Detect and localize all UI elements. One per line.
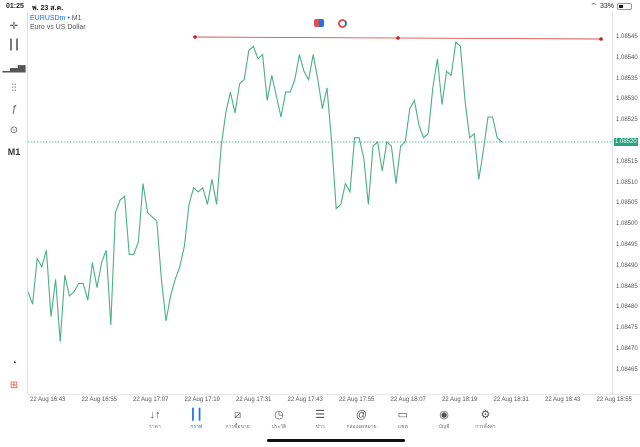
symbol-description: Euro vs US Dollar (30, 24, 86, 31)
price-tick: 1.08475 (616, 325, 638, 332)
status-right: ⌔ 33% (590, 2, 632, 11)
crosshair-icon[interactable]: ✛ (9, 20, 19, 32)
news-icon: ☰ (315, 409, 326, 421)
time-tick: 22 Aug 16:43 (30, 397, 66, 403)
line-anchor-middle[interactable] (396, 36, 400, 40)
price-tick: 1.08545 (616, 34, 638, 40)
time-tick: 22 Aug 17:19 (184, 397, 220, 403)
trade-chat-icon[interactable]: ◔ (10, 357, 18, 369)
home-indicator[interactable] (267, 439, 405, 442)
price-axis[interactable]: 1.08545 1.08540 1.08535 1.08530 1.08525 1.085… (612, 12, 640, 394)
status-date: พ. 23 ส.ค. (32, 5, 64, 12)
one-click-trading-icon[interactable]: ⊞ (9, 379, 19, 391)
price-tick: 1.08490 (616, 262, 638, 269)
nav-label: บัญชี (438, 424, 450, 430)
settings-sliders-icon[interactable]: ⫶⫶ (11, 82, 17, 94)
trade-icon: ⧄ (234, 409, 242, 421)
one-click-panel-icon[interactable] (314, 19, 324, 27)
battery-percent: 33% (599, 3, 614, 10)
left-toolbar: ✛ ┃┃ ▁▃▅ ⫶⫶ ƒ ⊙ M1 ◔ ⊞ (0, 12, 28, 394)
price-line (28, 41, 503, 342)
price-tick: 1.08510 (616, 179, 638, 186)
nav-tab-chat[interactable]: ▭ แชท (381, 408, 425, 431)
nav-tab-chart[interactable]: ┃┃ กราฟ (174, 408, 218, 431)
nav-tab-account[interactable]: ◉ บัญชี (422, 408, 466, 431)
indicators-icon[interactable]: ▁▃▅ (2, 61, 26, 73)
time-tick: 22 Aug 17:31 (236, 397, 272, 403)
settings-icon: ⚙ (480, 409, 491, 421)
nav-label: ข่าว (315, 424, 325, 430)
time-tick: 22 Aug 18:19 (442, 397, 478, 403)
history-icon: ◷ (274, 409, 284, 421)
nav-tab-mailbox[interactable]: @ กล่องจดหมาย (340, 408, 384, 431)
nav-label: การตั้งค่า (475, 424, 496, 430)
price-tick: 1.08525 (616, 117, 638, 124)
bottom-nav: ↓↑ ราคา ┃┃ กราฟ ⧄ การซื้อขาย ◷ ประวัติ ☰ ข่าว @ กล่… (0, 406, 640, 447)
time-tick: 22 Aug 17:43 (287, 397, 323, 403)
symbol-name: EURUSDm (30, 15, 66, 22)
nav-tab-settings[interactable]: ⚙ การตั้งค่า (463, 408, 507, 431)
depth-of-market-icon[interactable] (338, 19, 347, 28)
price-tick: 1.08500 (616, 221, 638, 228)
chat-icon: ▭ (397, 409, 408, 421)
chart-icon: ┃┃ (189, 409, 203, 421)
nav-label: กล่องจดหมาย (346, 424, 377, 430)
time-tick: 22 Aug 17:55 (339, 397, 375, 403)
top-buttons (314, 19, 347, 28)
time-tick: 22 Aug 18:55 (596, 397, 632, 403)
timeframe-button[interactable]: M1 (7, 147, 21, 157)
price-tick: 1.08470 (616, 346, 638, 352)
symbol-separator: • (67, 15, 70, 22)
current-price-label: 1.08520 (614, 138, 638, 146)
time-axis[interactable]: 22 Aug 16:43 22 Aug 16:55 22 Aug 17:07 22 A… (28, 394, 640, 406)
nav-tab-history[interactable]: ◷ ประวัติ (257, 408, 301, 431)
status-bar: 01:25 พ. 23 ส.ค. ⌔ 33% (0, 0, 640, 12)
nav-tab-trade[interactable]: ⧄ การซื้อขาย (216, 408, 260, 431)
time-tick: 22 Aug 16:55 (81, 397, 117, 403)
time-tick: 22 Aug 17:07 (133, 397, 169, 403)
price-chart[interactable] (28, 30, 612, 394)
nav-label: แชท (397, 424, 408, 430)
quotes-icon: ↓↑ (149, 409, 161, 421)
time-tick: 22 Aug 18:43 (545, 397, 581, 403)
nav-tab-news[interactable]: ☰ ข่าว (298, 408, 342, 431)
price-tick: 1.08505 (616, 200, 638, 207)
price-tick: 1.08515 (616, 158, 638, 165)
nav-label: การซื้อขาย (225, 424, 250, 430)
price-tick: 1.08480 (616, 304, 638, 311)
price-tick: 1.08465 (616, 366, 638, 373)
function-icon[interactable]: ƒ (11, 103, 17, 115)
nav-label: ราคา (149, 424, 161, 430)
nav-label: กราฟ (190, 424, 203, 430)
account-icon: ◉ (439, 409, 449, 421)
time-tick: 22 Aug 18:31 (493, 397, 529, 403)
wifi-icon: ⌔ (590, 3, 597, 10)
symbol-timeframe: M1 (71, 15, 82, 22)
price-tick: 1.08485 (616, 283, 638, 290)
symbol-info[interactable]: EURUSDm • M1 Euro vs US Dollar (30, 14, 86, 32)
nav-tab-quotes[interactable]: ↓↑ ราคา (133, 408, 177, 431)
price-tick: 1.08535 (616, 75, 638, 82)
price-tick: 1.08495 (616, 242, 638, 248)
mailbox-icon: @ (355, 409, 368, 421)
price-tick: 1.08530 (616, 96, 638, 103)
chart-type-icon[interactable]: ┃┃ (7, 39, 21, 51)
line-anchor-left[interactable] (193, 35, 197, 39)
time-tick: 22 Aug 18:07 (390, 397, 426, 403)
battery-icon (617, 3, 632, 10)
line-anchor-right[interactable] (599, 37, 603, 41)
objects-icon[interactable]: ⊙ (9, 124, 19, 136)
status-time: 01:25 (6, 3, 24, 10)
nav-label: ประวัติ (271, 424, 287, 430)
price-tick: 1.08540 (616, 54, 638, 61)
